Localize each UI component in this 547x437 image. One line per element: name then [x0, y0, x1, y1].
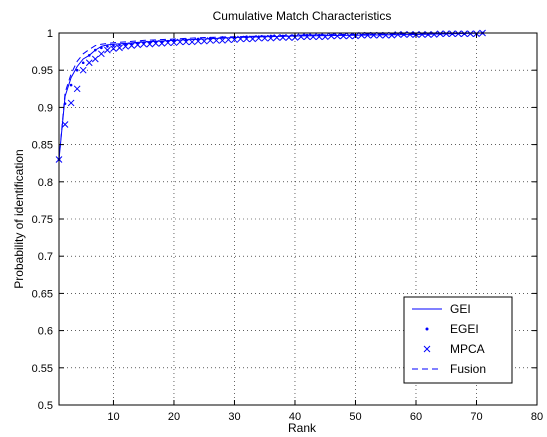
data-point-egei [69, 83, 73, 87]
data-point-mpca [340, 32, 347, 40]
x-tick-label: 10 [107, 411, 119, 423]
data-point-egei [100, 46, 103, 50]
y-tick-label: 0.65 [32, 288, 53, 300]
data-point-mpca [61, 121, 69, 128]
data-point-egei [81, 61, 85, 65]
y-tick-label: 0.55 [32, 363, 53, 375]
x-tick-label: 20 [168, 411, 180, 423]
y-tick-label: 0.6 [38, 326, 53, 338]
data-point-mpca [212, 37, 220, 44]
data-point-mpca [73, 85, 81, 93]
data-point-mpca [454, 30, 462, 38]
legend-swatch-mpca [423, 345, 431, 353]
data-point-mpca [140, 40, 148, 48]
data-point-mpca [219, 37, 226, 44]
data-point-mpca [333, 32, 341, 40]
data-point-egei [196, 37, 200, 41]
x-tick-label: 40 [289, 411, 301, 423]
data-point-mpca [176, 38, 184, 46]
data-point-mpca [400, 31, 408, 38]
series-layer [55, 29, 486, 163]
axis-ticks [59, 32, 538, 406]
data-point-mpca [128, 42, 135, 50]
x-tick-labels: 10 20 30 40 50 60 70 80 [107, 411, 543, 423]
data-point-egei [75, 68, 79, 72]
data-point-mpca [85, 59, 93, 67]
legend-label-egei: EGEI [450, 322, 479, 336]
data-point-egei [118, 43, 121, 47]
data-point-mpca [418, 31, 426, 38]
data-point-mpca [461, 30, 468, 38]
legend-label-fusion: Fusion [450, 362, 486, 376]
data-point-egei [112, 44, 115, 47]
y-tick-label: 0.5 [38, 400, 53, 412]
data-point-egei [184, 38, 188, 41]
data-point-mpca [182, 38, 190, 46]
y-tick-label: 0.75 [32, 214, 53, 226]
data-point-mpca [346, 32, 353, 40]
data-point-egei [87, 54, 91, 57]
x-tick-label: 30 [228, 411, 240, 423]
legend-swatch-egei [425, 327, 429, 331]
x-tick-label: 60 [410, 411, 422, 423]
y-tick-label: 1 [47, 28, 53, 40]
y-tick-label: 0.8 [38, 177, 53, 189]
data-point-mpca [104, 46, 111, 54]
data-point-egei [245, 35, 248, 39]
series-fusion [58, 32, 483, 160]
data-point-mpca [406, 31, 414, 38]
data-point-mpca [91, 55, 99, 63]
legend-label-gei: GEI [450, 302, 471, 316]
data-point-mpca [110, 45, 117, 52]
data-point-mpca [442, 30, 450, 38]
data-point-mpca [194, 37, 202, 45]
x-tick-label: 50 [349, 411, 361, 423]
x-tick-label: 80 [531, 411, 543, 423]
data-point-mpca [327, 32, 335, 40]
data-point-mpca [394, 31, 402, 38]
data-point-mpca [152, 40, 160, 47]
data-point-egei [172, 39, 176, 42]
data-point-mpca [200, 37, 208, 45]
data-point-mpca [116, 44, 123, 52]
x-tick-label: 70 [470, 411, 482, 423]
data-point-mpca [146, 40, 154, 48]
data-point-mpca [225, 36, 232, 44]
x-axis-label: Rank [288, 421, 317, 435]
data-point-mpca [158, 40, 166, 47]
data-point-mpca [188, 38, 196, 46]
data-point-mpca [467, 30, 474, 38]
data-point-egei [94, 48, 97, 52]
data-point-mpca [79, 66, 87, 74]
legend: GEI EGEI MPCA Fusion [403, 296, 513, 384]
data-point-mpca [249, 35, 256, 43]
y-tick-labels: 0.5 0.55 0.6 0.65 0.7 0.75 0.8 0.85 0.9 0.95 1 [32, 28, 53, 412]
y-tick-label: 0.7 [38, 251, 53, 263]
data-point-mpca [424, 31, 432, 38]
data-point-mpca [98, 50, 105, 58]
data-point-egei [106, 45, 109, 48]
y-axis-label: Probability of identification [12, 149, 26, 288]
data-point-mpca [122, 43, 129, 50]
data-point-mpca [67, 99, 75, 107]
data-point-mpca [430, 31, 438, 38]
data-point-mpca [206, 37, 214, 44]
chart-title: Cumulative Match Characteristics [213, 9, 392, 23]
y-tick-label: 0.85 [32, 140, 53, 152]
y-tick-label: 0.9 [38, 102, 53, 114]
series-line-fusion [58, 32, 483, 160]
y-tick-label: 0.95 [32, 65, 53, 77]
data-point-mpca [231, 36, 238, 44]
data-point-egei [124, 42, 127, 46]
legend-label-mpca: MPCA [450, 342, 485, 356]
data-point-mpca [170, 39, 178, 47]
data-point-mpca [164, 39, 172, 47]
data-point-mpca [134, 41, 142, 49]
